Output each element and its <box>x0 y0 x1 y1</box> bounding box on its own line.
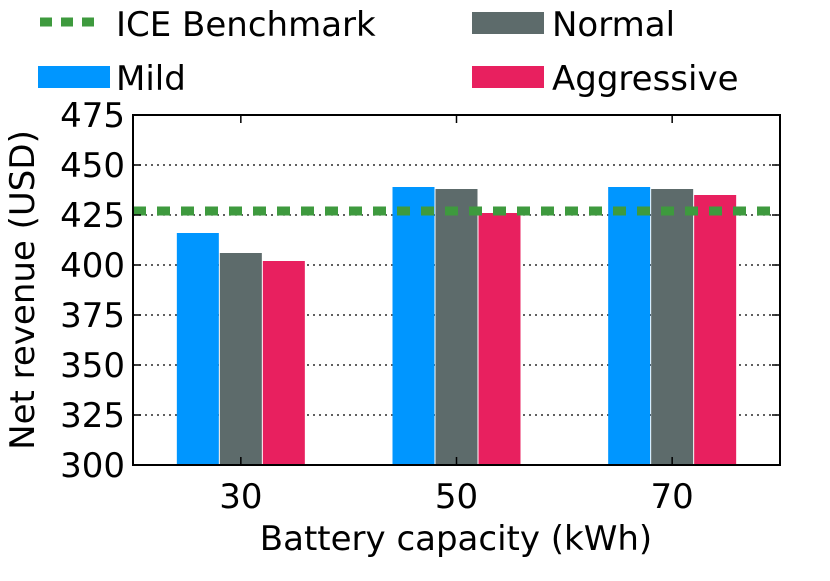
bar-normal-50 <box>435 189 478 465</box>
legend-label-aggressive: Aggressive <box>552 59 739 99</box>
legend-label-normal: Normal <box>552 5 675 45</box>
bar-aggressive-50 <box>478 213 521 465</box>
legend-swatch-normal <box>472 12 544 34</box>
x-tick-label: 70 <box>651 477 694 517</box>
bars <box>176 187 737 465</box>
x-axis-ticks: 30 50 70 <box>219 115 694 517</box>
y-tick-label: 425 <box>60 196 125 236</box>
bar-normal-70 <box>651 189 694 465</box>
bar-aggressive-30 <box>262 261 305 465</box>
y-tick-label: 325 <box>60 396 125 436</box>
y-tick-label: 450 <box>60 146 125 186</box>
bar-aggressive-70 <box>694 195 737 465</box>
legend-swatch-aggressive <box>472 66 544 88</box>
y-tick-label: 400 <box>60 246 125 286</box>
bar-mild-50 <box>392 187 435 465</box>
legend-label-ice-benchmark: ICE Benchmark <box>116 5 376 45</box>
bar-normal-30 <box>219 253 262 465</box>
y-tick-label: 475 <box>60 96 125 136</box>
x-tick-label: 30 <box>219 477 262 517</box>
x-axis-label: Battery capacity (kWh) <box>260 519 652 559</box>
y-tick-label: 375 <box>60 296 125 336</box>
bar-mild-70 <box>608 187 651 465</box>
legend-swatch-mild <box>38 66 110 88</box>
legend-label-mild: Mild <box>116 59 186 99</box>
bar-mild-30 <box>176 233 219 465</box>
x-tick-label: 50 <box>435 477 478 517</box>
y-axis-label: Net revenue (USD) <box>3 130 43 450</box>
y-tick-label: 350 <box>60 346 125 386</box>
y-tick-label: 300 <box>60 446 125 486</box>
legend: ICE Benchmark Normal Mild Aggressive <box>38 5 739 99</box>
y-axis-ticks: 300 325 350 375 400 425 450 475 <box>60 96 780 486</box>
